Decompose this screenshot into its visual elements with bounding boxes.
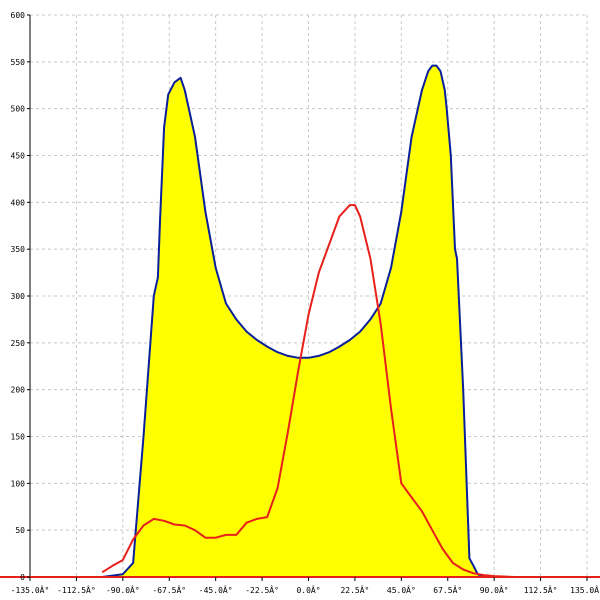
- axes: [0, 14, 600, 581]
- x-tick-label-6: 0.0Â°: [296, 584, 320, 595]
- x-tick-label-2: -90.0Â°: [106, 584, 140, 595]
- x-tick-label-8: 45.0Â°: [387, 584, 416, 595]
- series-0-line: [102, 64, 515, 578]
- x-tick-label-1: -112.5Â°: [57, 584, 96, 595]
- y-tick-label-9: 450: [11, 152, 26, 161]
- x-tick-label-10: 90.0Â°: [480, 584, 509, 595]
- x-tick-label-11: 112.5Â°: [524, 584, 558, 595]
- y-tick-label-2: 100: [11, 479, 26, 488]
- y-tick-label-0: 0: [20, 573, 25, 582]
- series-1-line: [101, 204, 515, 578]
- x-tick-label-4: -45.0Â°: [199, 584, 233, 595]
- y-tick-label-5: 250: [11, 339, 26, 348]
- y-tick-label-8: 400: [11, 198, 26, 207]
- y-tick-label-3: 150: [11, 433, 26, 442]
- plot-area: [101, 64, 515, 578]
- y-tick-label-4: 200: [11, 386, 26, 395]
- x-tick-label-3: -67.5Â°: [152, 584, 186, 595]
- x-tick-label-7: 22.5Â°: [340, 584, 369, 595]
- x-tick-label-5: -22.5Â°: [245, 584, 279, 595]
- tick-labels: 0 50 100 150 200 250 300 350 400 450 500 550 600 -135…: [11, 11, 600, 595]
- x-tick-label-0: -135.0Â°: [11, 584, 50, 595]
- y-tick-label-12: 600: [11, 11, 26, 20]
- y-tick-label-1: 50: [15, 526, 25, 535]
- x-tick-label-9: 67.5Â°: [433, 584, 462, 595]
- y-tick-label-6: 300: [11, 292, 26, 301]
- y-tick-label-11: 550: [11, 58, 26, 67]
- y-tick-label-7: 350: [11, 245, 26, 254]
- x-tick-label-12: 135.0Â°: [570, 584, 600, 595]
- series-0-area: [102, 65, 515, 577]
- y-tick-label-10: 500: [11, 105, 26, 114]
